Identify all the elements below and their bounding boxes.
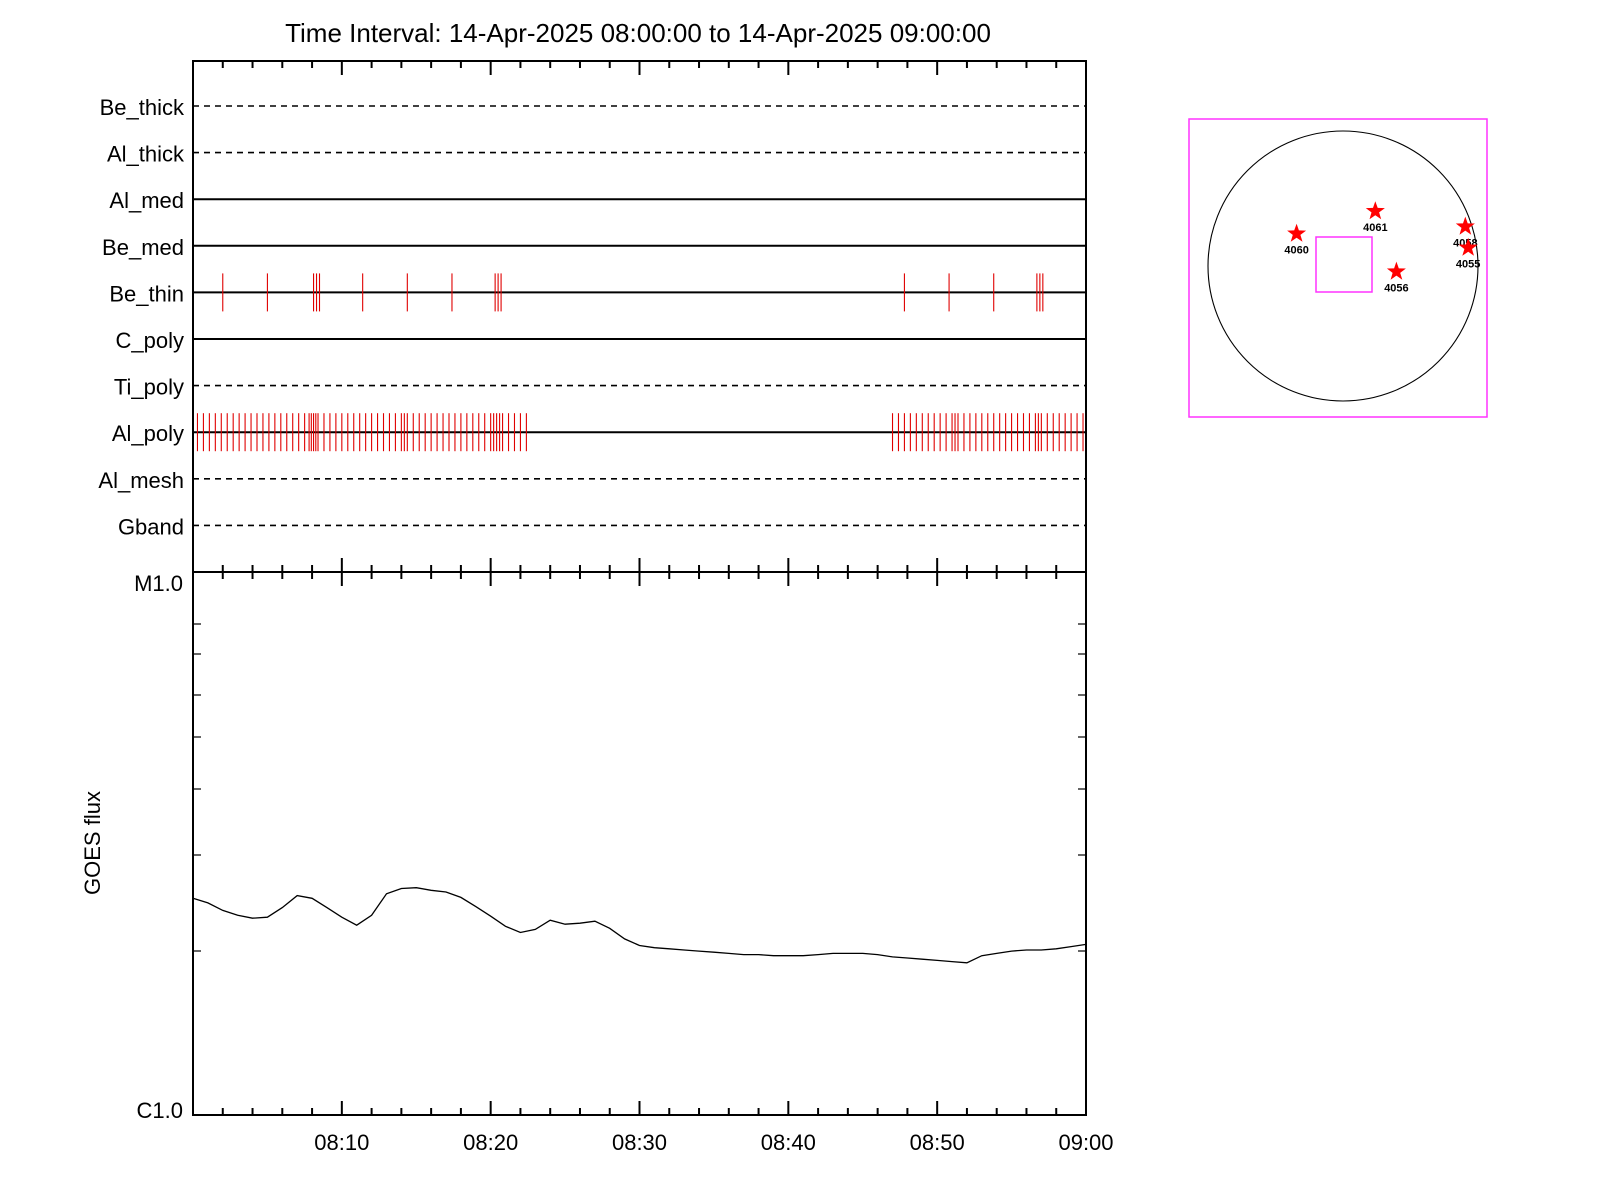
goes-y-tick-bottom: C1.0: [137, 1098, 183, 1123]
goes-y-tick-top: M1.0: [134, 571, 183, 596]
filter-label: Al_poly: [112, 421, 184, 446]
x-tick-label: 08:30: [612, 1130, 667, 1155]
filter-timeline-panel: Be_thick Al_thick Al_med Be_med Be_thin C_pol…: [98, 60, 1087, 573]
timeline-frame: [192, 60, 1087, 573]
x-tick-label: 08:10: [314, 1130, 369, 1155]
filter-rows: Be_thick Al_thick Al_med Be_med Be_thin C_pol…: [98, 95, 1086, 539]
active-region-star: [1386, 261, 1406, 280]
filter-label: C_poly: [116, 328, 184, 353]
field-of-view-box: [1315, 236, 1373, 293]
filter-label: Be_med: [102, 235, 184, 260]
active-region-star: [1365, 201, 1385, 220]
goes-flux-line: [192, 887, 1087, 964]
goes-frame: [192, 571, 1087, 1116]
goes-y-label: GOES flux: [80, 791, 105, 895]
filter-label: Be_thick: [100, 95, 185, 120]
x-tick-label: 08:40: [761, 1130, 816, 1155]
filter-label: Ti_poly: [114, 375, 184, 400]
x-tick-label: 09:00: [1058, 1130, 1113, 1155]
active-region-label: 4056: [1384, 283, 1408, 295]
x-tick-labels: 08:10 08:20 08:30 08:40 08:50 09:00: [314, 1130, 1113, 1155]
active-region-star: [1287, 223, 1307, 242]
filter-label: Al_mesh: [98, 468, 184, 493]
filter-label: Gband: [118, 514, 184, 539]
active-region-label: 4060: [1284, 245, 1308, 257]
goes-flux-panel: GOES flux M1.0 C1.0 08:10 08:20 08:30 08:40…: [80, 571, 1114, 1155]
x-tick-label: 08:20: [463, 1130, 518, 1155]
active-region-label: 4055: [1456, 259, 1480, 271]
timeline-ticks: [221, 61, 1058, 572]
solar-disk: [1207, 130, 1479, 402]
filter-label: Al_thick: [107, 142, 185, 167]
goes-ticks: [193, 572, 1086, 1115]
active-region-star: [1458, 237, 1478, 256]
chart-title: Time Interval: 14-Apr-2025 08:00:00 to 1…: [285, 18, 991, 48]
filter-label: Al_med: [109, 188, 184, 213]
filter-label: Be_thin: [109, 281, 184, 306]
active-region-star: [1455, 216, 1475, 235]
x-tick-label: 08:50: [910, 1130, 965, 1155]
sun-map-frame: [1188, 118, 1488, 418]
active-region-label: 4061: [1363, 222, 1387, 234]
